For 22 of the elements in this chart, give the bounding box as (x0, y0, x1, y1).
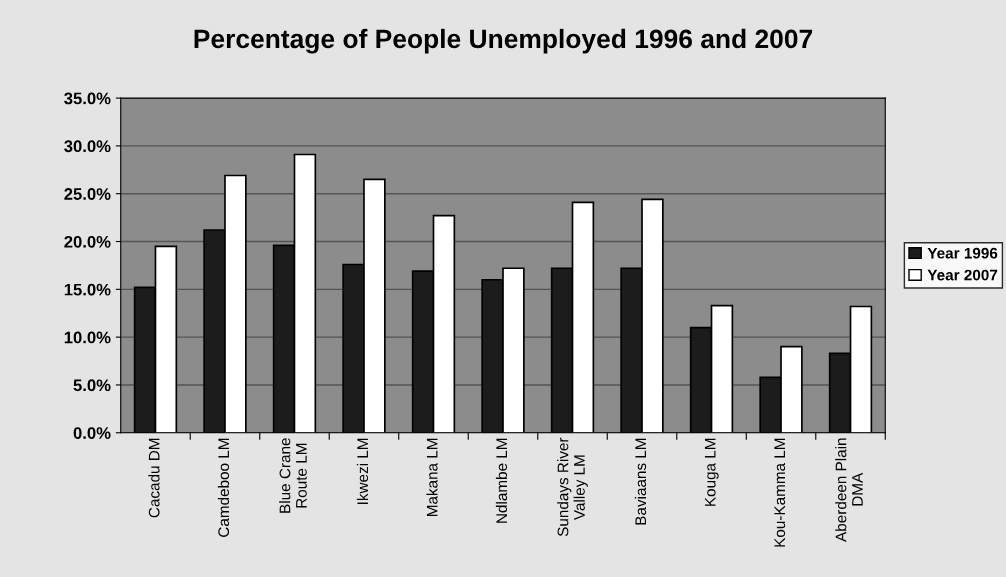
x-tick-label: Makana LM (426, 438, 438, 517)
y-tick-label: 10.0% (64, 331, 111, 344)
x-tick-label: Camdeboo LM (217, 438, 230, 537)
x-tick-label: Ikwezi LM (356, 438, 369, 504)
x-tick-label: Aberdeen Plain DMA (835, 438, 863, 542)
x-tick-label: Blue Crane Route LM (279, 438, 307, 513)
y-tick-label: 20.0% (64, 235, 111, 248)
y-tick-label: 35.0% (64, 92, 111, 105)
y-tick-label: 25.0% (64, 188, 111, 200)
x-tick-label: Sundays River Valley LM (557, 437, 588, 537)
chart-title: Percentage of People Unemployed 1996 and 2007 (194, 28, 813, 54)
x-tick-label: Kouga LM (704, 438, 719, 506)
y-tick-label: 15.0% (64, 283, 111, 296)
y-tick-label: 0.0% (73, 427, 111, 439)
x-tick-label: Ndlambe LM (495, 438, 508, 523)
x-tick-label: Cacadu DM (148, 438, 160, 518)
y-tick-label: 30.0% (64, 140, 111, 153)
legend-label: Year 1996 (927, 247, 998, 259)
legend-label: Year 2007 (927, 269, 998, 281)
x-tick-label: Baviaans LM (634, 438, 647, 525)
y-tick-label: 5.0% (73, 379, 111, 392)
x-tick-label: Kou-Kamma LM (774, 438, 786, 547)
